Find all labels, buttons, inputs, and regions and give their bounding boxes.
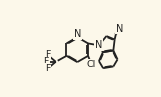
Text: F: F: [45, 64, 50, 73]
Text: N: N: [116, 24, 124, 34]
Text: N: N: [74, 29, 81, 39]
Text: N: N: [95, 40, 102, 50]
Text: F: F: [44, 57, 49, 66]
Text: Cl: Cl: [86, 60, 96, 69]
Text: F: F: [45, 50, 50, 59]
